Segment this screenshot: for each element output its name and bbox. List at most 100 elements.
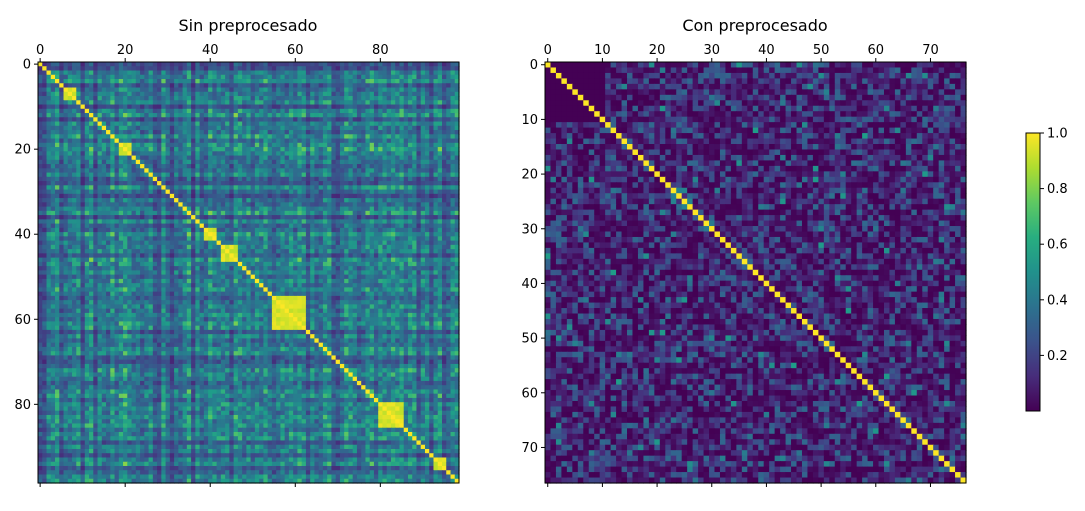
heatmap-cell	[288, 189, 294, 195]
heatmap-cell	[259, 100, 264, 106]
heatmap-cell	[399, 100, 405, 106]
heatmap-cell	[339, 193, 345, 199]
heatmap-cell	[203, 261, 209, 267]
heatmap-cell	[293, 147, 298, 152]
heatmap-cell	[335, 79, 341, 84]
heatmap-cell	[131, 134, 137, 140]
heatmap-cell	[76, 113, 82, 118]
heatmap-cell	[50, 244, 56, 250]
heatmap-cell	[369, 202, 375, 208]
heatmap-cell	[280, 151, 286, 157]
heatmap-cell	[318, 210, 324, 216]
heatmap-cell	[322, 130, 328, 135]
heatmap-cell	[450, 79, 456, 84]
heatmap-cell	[148, 244, 154, 250]
heatmap-cell	[38, 189, 43, 195]
heatmap-cell	[399, 232, 405, 237]
heatmap-cell	[322, 206, 328, 212]
heatmap-cell	[386, 215, 392, 220]
heatmap-cell	[450, 113, 456, 118]
heatmap-cell	[114, 113, 120, 118]
heatmap-cell	[208, 168, 213, 174]
heatmap-cell	[89, 151, 94, 157]
heatmap-cell	[327, 215, 333, 220]
heatmap-cell	[59, 168, 65, 174]
heatmap-cell	[386, 66, 392, 72]
heatmap-cell	[93, 138, 99, 144]
heatmap-cell	[276, 70, 281, 76]
heatmap-cell	[229, 164, 235, 169]
heatmap-cell	[191, 121, 196, 127]
heatmap-cell	[420, 189, 426, 195]
heatmap-cell	[46, 147, 52, 152]
heatmap-cell	[356, 66, 362, 72]
heatmap-cell	[386, 176, 392, 182]
heatmap-cell	[399, 227, 405, 233]
heatmap-cell	[38, 257, 43, 263]
heatmap-cell	[208, 142, 213, 148]
heatmap-cell	[140, 83, 145, 89]
heatmap-cell	[441, 104, 447, 110]
heatmap-cell	[97, 274, 103, 280]
heatmap-cell	[369, 79, 375, 84]
heatmap-cell	[182, 96, 188, 101]
heatmap-cell	[305, 176, 311, 182]
heatmap-cell	[97, 70, 103, 76]
heatmap-cell	[271, 79, 277, 84]
heatmap-cell	[72, 202, 77, 208]
heatmap-cell	[161, 79, 167, 84]
heatmap-cell	[144, 253, 150, 259]
heatmap-cell	[403, 240, 409, 246]
heatmap-cell	[165, 270, 171, 276]
heatmap-cell	[386, 172, 392, 178]
heatmap-cell	[301, 210, 307, 216]
heatmap-cell	[50, 74, 56, 80]
heatmap-cell	[212, 172, 218, 178]
heatmap-cell	[446, 223, 452, 229]
heatmap-cell	[80, 155, 86, 161]
heatmap-cell	[203, 66, 209, 72]
heatmap-cell	[378, 147, 384, 152]
heatmap-cell	[378, 108, 384, 114]
heatmap-cell	[386, 249, 392, 254]
heatmap-cell	[259, 227, 264, 233]
heatmap-cell	[140, 202, 145, 208]
heatmap-cell	[106, 202, 111, 208]
heatmap-cell	[165, 223, 171, 229]
heatmap-cell	[89, 257, 94, 263]
heatmap-cell	[42, 125, 48, 131]
heatmap-cell	[403, 198, 409, 203]
heatmap-cell	[59, 215, 65, 220]
heatmap-cell	[420, 104, 426, 110]
heatmap-cell	[259, 189, 264, 195]
heatmap-cell	[148, 215, 154, 220]
heatmap-cell	[280, 219, 286, 225]
heatmap-cell	[412, 87, 418, 93]
heatmap-cell	[454, 240, 460, 246]
heatmap-cell	[38, 70, 43, 76]
heatmap-cell	[110, 130, 116, 135]
heatmap-cell	[322, 138, 328, 144]
heatmap-cell	[293, 138, 298, 144]
heatmap-cell	[348, 215, 354, 220]
heatmap-cell	[208, 79, 213, 84]
heatmap-cell	[301, 202, 307, 208]
heatmap-cell	[348, 117, 354, 123]
heatmap-cell	[310, 164, 316, 169]
heatmap-cell	[429, 198, 435, 203]
heatmap-cell	[446, 189, 452, 195]
heatmap-cell	[335, 198, 341, 203]
heatmap-cell	[46, 70, 52, 76]
heatmap-cell	[339, 83, 345, 89]
heatmap-cell	[446, 257, 452, 263]
heatmap-cell	[63, 270, 69, 276]
heatmap-cell	[335, 215, 341, 220]
heatmap-cell	[97, 117, 103, 123]
heatmap-cell	[335, 66, 341, 72]
heatmap-cell	[356, 219, 362, 225]
heatmap-cell	[93, 232, 99, 237]
heatmap-cell	[433, 168, 439, 174]
heatmap-cell	[288, 142, 294, 148]
heatmap-cell	[259, 176, 264, 182]
heatmap-cell	[135, 181, 141, 186]
